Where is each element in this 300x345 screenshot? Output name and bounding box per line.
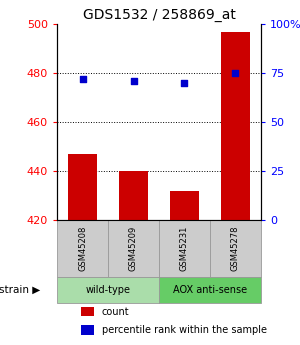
Text: GSM45278: GSM45278 — [231, 226, 240, 272]
Bar — [57, 220, 108, 277]
Bar — [221, 31, 250, 220]
Text: percentile rank within the sample: percentile rank within the sample — [102, 325, 267, 335]
Bar — [159, 277, 261, 303]
Text: GSM45209: GSM45209 — [129, 226, 138, 271]
Title: GDS1532 / 258869_at: GDS1532 / 258869_at — [82, 8, 236, 22]
Bar — [119, 171, 148, 220]
Point — [233, 70, 238, 76]
Point — [182, 80, 187, 86]
Bar — [170, 191, 199, 220]
Text: AOX anti-sense: AOX anti-sense — [173, 285, 247, 295]
Text: GSM45208: GSM45208 — [78, 226, 87, 272]
Text: GSM45231: GSM45231 — [180, 226, 189, 272]
Bar — [82, 325, 94, 335]
Text: wild-type: wild-type — [85, 285, 130, 295]
Text: count: count — [102, 307, 130, 317]
Point — [131, 78, 136, 84]
Text: strain ▶: strain ▶ — [0, 285, 41, 295]
Bar — [82, 307, 94, 316]
Bar — [57, 277, 159, 303]
Bar — [210, 220, 261, 277]
Bar — [108, 220, 159, 277]
Point — [80, 76, 85, 82]
Bar — [68, 154, 97, 220]
Bar — [159, 220, 210, 277]
